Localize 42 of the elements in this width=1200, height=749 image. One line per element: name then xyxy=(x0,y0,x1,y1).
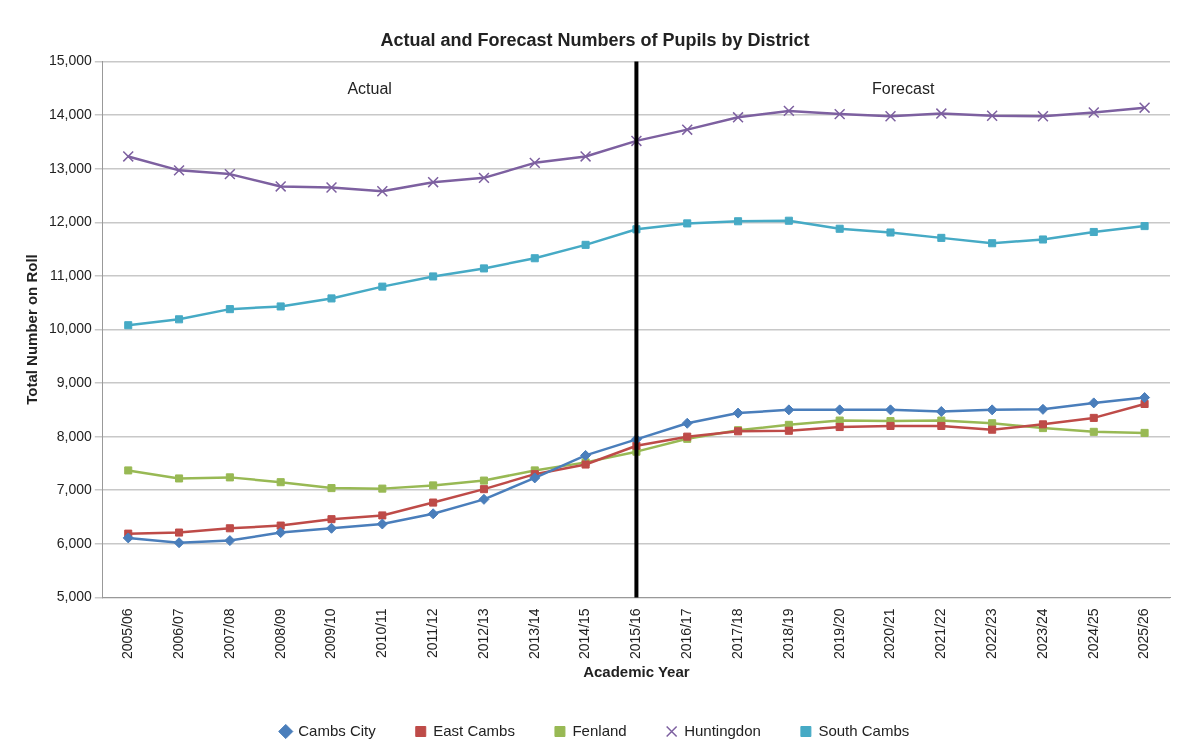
legend-label: East Cambs xyxy=(433,721,515,739)
x-tick-label: 2019/20 xyxy=(830,608,847,659)
y-tick-label: 14,000 xyxy=(48,106,93,123)
x-tick-label: 2017/18 xyxy=(728,608,745,659)
x-tick-label: 2021/22 xyxy=(932,608,949,659)
x-tick-label: 2010/11 xyxy=(373,608,390,658)
legend-label: South Cambs xyxy=(818,721,910,739)
x-tick-label: 2011/12 xyxy=(424,608,440,658)
x-tick-label: 2016/17 xyxy=(678,608,695,659)
y-tick-label: 9,000 xyxy=(56,373,93,390)
y-tick-label: 6,000 xyxy=(56,534,93,551)
x-tick-label: 2008/09 xyxy=(271,608,288,659)
x-tick-label: 2013/14 xyxy=(525,608,542,659)
x-tick-label: 2015/16 xyxy=(627,608,644,659)
y-tick-label: 11,000 xyxy=(50,266,93,283)
chart-title: Actual and Forecast Numbers of Pupils by District xyxy=(380,29,810,50)
x-tick-label: 2014/15 xyxy=(576,608,593,659)
x-tick-label: 2022/23 xyxy=(983,608,999,659)
y-axis-title: Total Number on Roll xyxy=(23,254,41,405)
x-tick-label: 2006/07 xyxy=(169,608,186,659)
y-tick-label: 5,000 xyxy=(56,588,93,605)
x-tick-label: 2020/21 xyxy=(881,608,898,659)
y-tick-label: 13,000 xyxy=(48,159,93,176)
x-tick-label: 2007/08 xyxy=(220,608,237,659)
annotation: Forecast xyxy=(872,80,935,98)
y-tick-label: 15,000 xyxy=(48,52,93,69)
y-tick-label: 8,000 xyxy=(56,427,93,444)
legend-label: Fenland xyxy=(572,721,627,739)
legend-label: Huntingdon xyxy=(684,721,761,739)
x-tick-label: 2023/24 xyxy=(1033,608,1050,659)
legend-label: Cambs City xyxy=(298,721,377,739)
y-tick-label: 10,000 xyxy=(48,320,93,337)
x-tick-label: 2005/06 xyxy=(119,608,136,659)
x-tick-label: 2012/13 xyxy=(474,608,491,659)
x-tick-label: 2024/25 xyxy=(1084,608,1101,659)
x-tick-label: 2025/26 xyxy=(1135,608,1152,659)
x-axis-title: Academic Year xyxy=(583,663,690,681)
annotation: Actual xyxy=(347,80,392,98)
x-tick-label: 2018/19 xyxy=(779,608,796,659)
y-tick-label: 12,000 xyxy=(48,213,93,230)
x-tick-label: 2009/10 xyxy=(322,608,339,659)
y-tick-label: 7,000 xyxy=(56,481,93,498)
